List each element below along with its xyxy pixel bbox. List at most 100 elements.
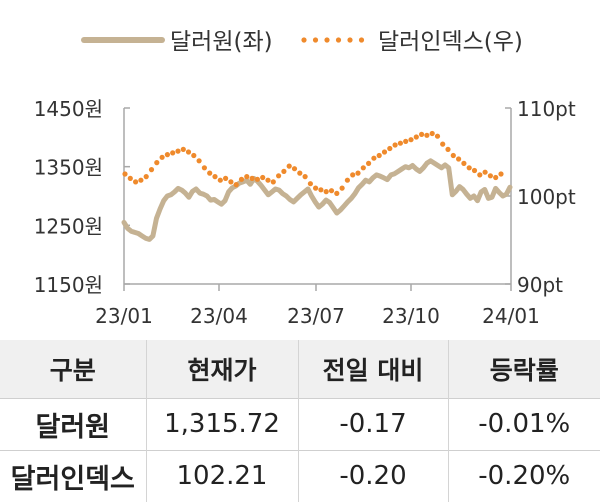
dxy-point [254, 176, 260, 182]
y-left-tick-label: 1250원 [34, 214, 103, 238]
legend-dot [335, 37, 342, 43]
dxy-point [392, 142, 398, 148]
y-left-tick-label: 1350원 [34, 156, 103, 180]
dxy-point [143, 174, 149, 180]
legend-swatch-dxy [301, 37, 365, 43]
col-header-category: 구분 [49, 355, 96, 385]
legend-dot [324, 37, 330, 43]
dxy-point [191, 152, 197, 159]
dxy-point [403, 138, 409, 144]
current-price: 1,315.72 [145, 398, 298, 450]
dxy-point [228, 179, 234, 185]
dxy-point [498, 171, 504, 177]
dxy-point [371, 155, 377, 161]
col-header-change-rate: 등락률 [447, 340, 600, 398]
dxy-point [270, 179, 276, 185]
dxy-point [344, 177, 350, 183]
dxy-point [302, 174, 308, 180]
dxy-point [180, 146, 186, 152]
dxy-point [408, 137, 414, 143]
dxy-point [244, 174, 250, 180]
y-left-tick-label: 1450원 [34, 97, 103, 121]
y-right-tick-label: 110pt [517, 97, 576, 121]
series-dxy [122, 130, 504, 196]
dxy-point [487, 173, 493, 179]
col-header-change: 전일 대비 [297, 340, 448, 398]
fx-summary-table: 구분 현재가 전일 대비 등락률 달러원 1,315.72 -0.17 -0.0… [0, 340, 600, 502]
dxy-point [175, 148, 181, 154]
table-header-row: 구분 현재가 전일 대비 등락률 [0, 340, 600, 398]
dxy-point [260, 174, 266, 181]
row-name: 달러인덱스 [10, 463, 135, 495]
y-right-tick-label: 90pt [517, 273, 563, 297]
dxy-point [461, 160, 467, 166]
dxy-point [334, 190, 340, 196]
dxy-point [249, 175, 255, 181]
x-tick-label: 23/10 [382, 304, 440, 328]
dxy-point [207, 170, 213, 176]
dxy-point [366, 160, 372, 166]
dxy-point [138, 177, 144, 183]
fx-line-chart: 달러원(좌) 달러인덱스(우) 1450원 1350원 1250원 1150원 110p… [34, 29, 576, 328]
dxy-point [307, 181, 313, 187]
y-left-tick-label: 1150원 [34, 273, 103, 297]
x-tick-label: 23/01 [95, 304, 153, 328]
legend-dot [358, 37, 365, 43]
dxy-point [445, 146, 451, 152]
table-row: 달러인덱스 102.21 -0.20 -0.20% [0, 450, 600, 502]
legend-dot [347, 37, 353, 43]
dxy-point [328, 188, 335, 194]
dxy-point [233, 182, 239, 188]
table-row: 달러원 1,315.72 -0.17 -0.01% [0, 398, 600, 450]
dxy-point [159, 154, 165, 160]
dxy-point [133, 179, 139, 185]
dxy-point [424, 132, 430, 138]
dxy-point [196, 158, 202, 164]
dxy-point [387, 145, 393, 152]
dxy-point [482, 169, 488, 175]
dxy-point [466, 165, 472, 171]
dxy-point [450, 152, 456, 159]
dxy-point [170, 150, 176, 156]
chart-legend: 달러원(좌) 달러인덱스(우) [81, 29, 523, 55]
dxy-point [185, 149, 192, 155]
dxy-point [419, 131, 425, 137]
row-name: 달러원 [35, 411, 111, 443]
col-header-price: 현재가 [145, 340, 298, 398]
dxy-point [471, 167, 478, 174]
dxy-point [413, 134, 419, 140]
x-tick-label: 23/04 [190, 304, 248, 328]
dxy-point [154, 160, 160, 166]
dxy-point [355, 170, 361, 176]
x-tick-label: 23/07 [287, 304, 345, 328]
dxy-point [276, 173, 282, 179]
series-usdkrw [121, 158, 513, 242]
dxy-point [223, 175, 229, 181]
dxy-point [122, 171, 128, 177]
dxy-point [201, 165, 207, 171]
daily-change: -0.17 [297, 398, 448, 450]
legend-dot [301, 37, 307, 43]
dxy-point [286, 163, 292, 169]
change-rate: -0.01% [447, 398, 600, 450]
dxy-point [318, 187, 324, 193]
legend-dot [312, 37, 319, 43]
dxy-point [148, 167, 155, 173]
dxy-point [376, 152, 382, 159]
usdkrw-line [121, 158, 513, 242]
x-tick-label: 24/01 [482, 304, 540, 328]
current-price: 102.21 [145, 450, 298, 502]
dxy-point [493, 174, 499, 181]
legend-label-usdkrw: 달러원(좌) [170, 29, 273, 55]
dxy-point [429, 130, 435, 137]
legend-label-dxy: 달러인덱스(우) [378, 29, 523, 55]
dxy-point [127, 175, 133, 181]
dxy-point [440, 141, 446, 147]
dxy-point [297, 170, 303, 176]
daily-change: -0.20 [297, 450, 448, 502]
dxy-point [212, 174, 218, 180]
dxy-point [360, 165, 366, 171]
dxy-point [265, 177, 271, 183]
dxy-point [323, 189, 329, 195]
dxy-point [381, 149, 388, 155]
